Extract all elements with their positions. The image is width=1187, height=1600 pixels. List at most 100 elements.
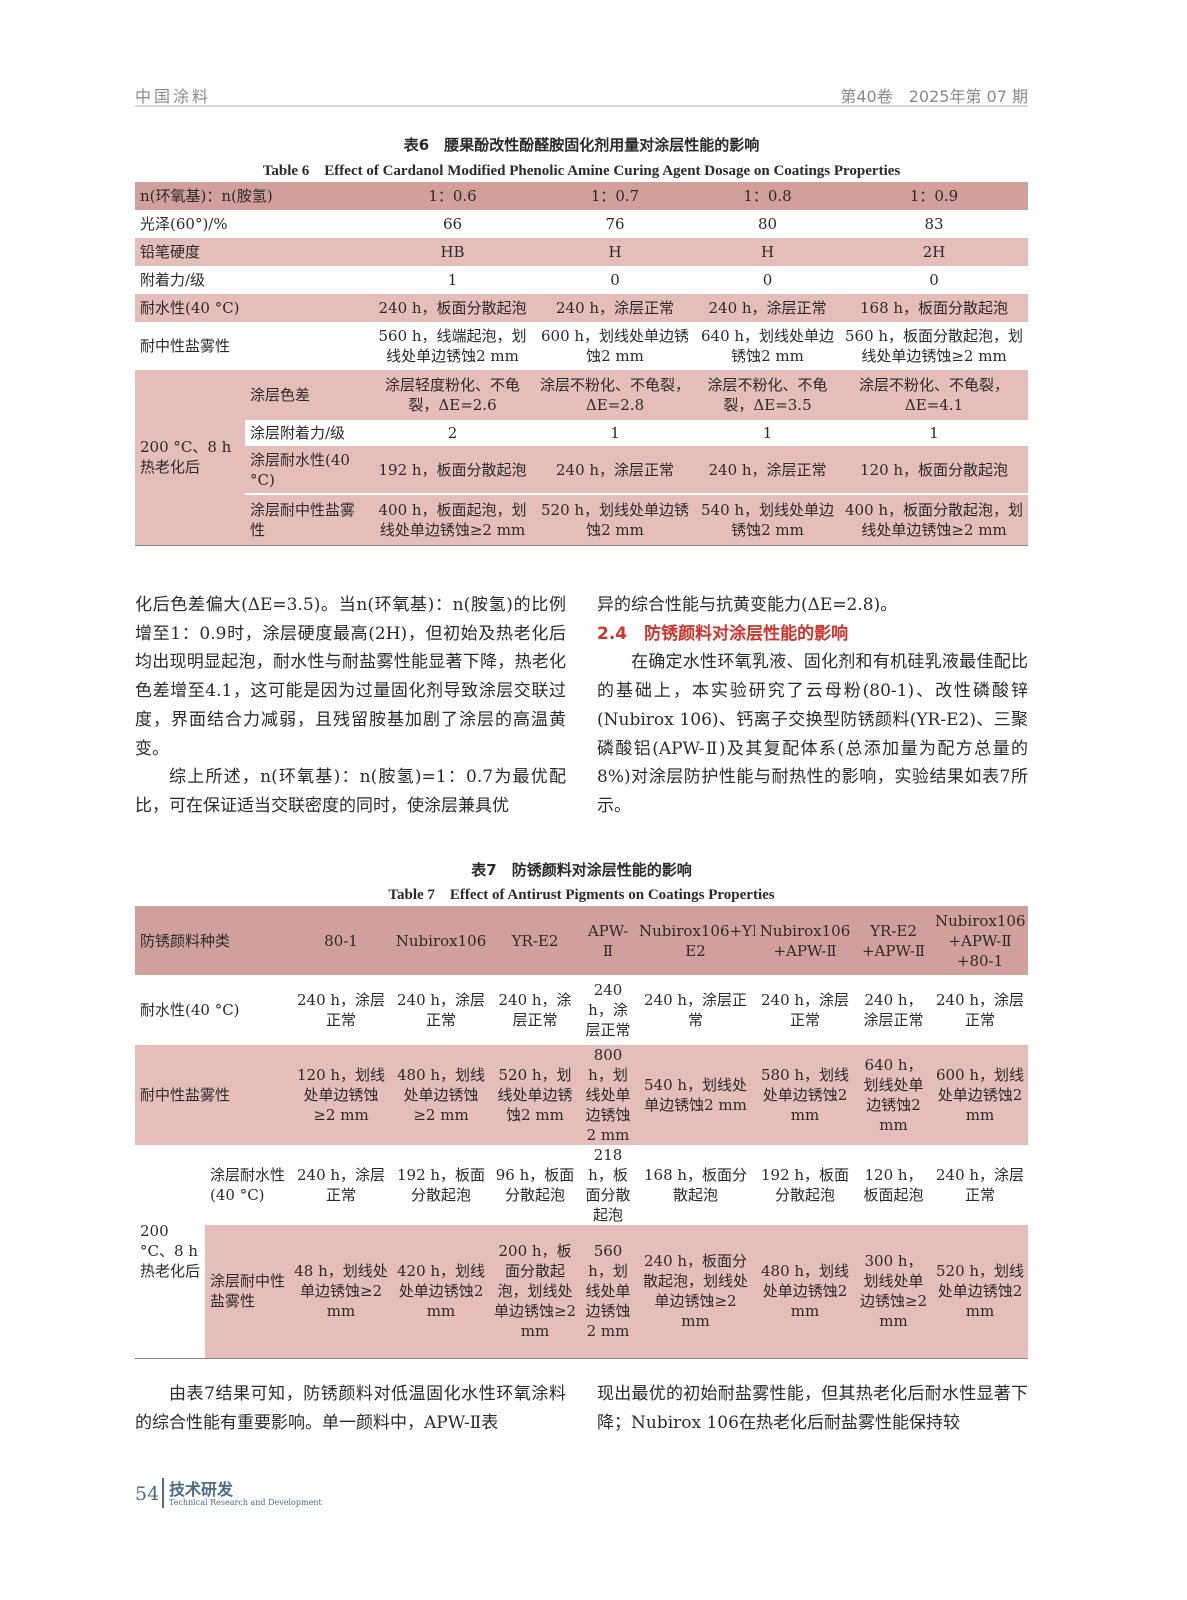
- header-cell: 1：0.7: [535, 182, 696, 210]
- table-row: 涂层耐中性盐雾性 400 h，板面起泡，划线处单边锈蚀≥2 mm 520 h，划线处…: [135, 493, 1029, 545]
- table-cell: 2H: [840, 238, 1029, 266]
- row-label-cell: 200 °C、8 h热老化后: [135, 1145, 205, 1358]
- row-label-cell: 耐中性盐雾性: [135, 1045, 291, 1145]
- table-row: 附着力/级 1 0 0 0: [135, 266, 1029, 294]
- table-row: 涂层耐中性盐雾性 48 h，划线处单边锈蚀≥2 mm 420 h，划线处单边锈蚀2 …: [135, 1225, 1029, 1358]
- table-cell: 240 h，涂层正常: [535, 446, 696, 494]
- table-cell: 240 h，板面分散起泡，划线处单边锈蚀≥2 mm: [636, 1225, 756, 1358]
- header-divider: [135, 105, 1028, 107]
- paragraph: 在确定水性环氧乳液、固化剂和有机硅乳液最佳配比的基础上，本实验研究了云母粉(80…: [597, 652, 1028, 816]
- row-label-cell: 耐水性(40 °C): [135, 975, 291, 1045]
- header-cell: YR-E2 +APW-Ⅱ: [855, 906, 933, 975]
- header-cell: YR-E2: [490, 906, 581, 975]
- table-row: 耐水性(40 °C) 240 h，涂层正常 240 h，涂层正常 240 h，涂层正常…: [135, 975, 1029, 1045]
- paragraph: 异的综合性能与抗黄变能力(ΔE=2.8)。: [597, 595, 898, 615]
- row-label-cell: 耐水性(40 °C): [135, 294, 371, 322]
- table-cell: 192 h，板面分散起泡: [392, 1145, 491, 1225]
- table-cell: 192 h，板面分散起泡: [755, 1145, 856, 1225]
- table-cell: 涂层不粉化、不龟裂，ΔE=2.8: [535, 370, 696, 420]
- table-cell: 240 h，涂层正常: [636, 975, 756, 1045]
- paragraph: 化后色差偏大(ΔE=3.5)。当n(环氧基)：n(胺氢)的比例增至1：0.9时，…: [135, 595, 566, 759]
- table-cell: 300 h，划线处单边锈蚀≥2 mm: [855, 1225, 933, 1358]
- table-cell: 800 h，划线处单边锈蚀2 mm: [580, 1045, 637, 1145]
- table-cell: 76: [535, 210, 696, 238]
- table-cell: 83: [840, 210, 1029, 238]
- table-header-row: n(环氧基)：n(胺氢) 1：0.6 1：0.7 1：0.8 1：0.9: [135, 182, 1029, 210]
- table-cell: 520 h，划线处单边锈蚀2 mm: [535, 493, 696, 545]
- row-label-cell: 涂层耐水性(40 °C): [245, 446, 371, 494]
- left-column-1: 化后色差偏大(ΔE=3.5)。当n(环氧基)：n(胺氢)的比例增至1：0.9时，…: [135, 591, 566, 821]
- journal-name: 中国涂料: [135, 87, 212, 106]
- table-cell: 1: [840, 420, 1029, 446]
- table-cell: 120 h，划线处单边锈蚀≥2 mm: [290, 1045, 393, 1145]
- table-cell: 240 h，涂层正常: [932, 1145, 1029, 1225]
- header-cell: n(环氧基)：n(胺氢): [135, 182, 371, 210]
- table7-caption-en: Table 7 Effect of Antirust Pigments on C…: [388, 887, 775, 903]
- table-cell: 1: [370, 266, 536, 294]
- paragraph: 综上所述，n(环氧基)：n(胺氢)=1：0.7为最优配比，可在保证适当交联密度的…: [135, 767, 566, 816]
- table-cell: 240 h，涂层正常: [490, 975, 581, 1045]
- table-cell: 66: [370, 210, 536, 238]
- footer-section-en: Technical Research and Development: [169, 1498, 322, 1507]
- section-heading: 2.4 防锈颜料对涂层性能的影响: [597, 623, 849, 644]
- header-cell: 防锈颜料种类: [135, 906, 291, 975]
- table-cell: 540 h，划线处单边锈蚀2 mm: [695, 493, 841, 545]
- table-cell: 580 h，划线处单边锈蚀2 mm: [755, 1045, 856, 1145]
- table-cell: 640 h，划线处单边锈蚀2 mm: [695, 322, 841, 370]
- row-label-cell: 耐中性盐雾性: [135, 322, 371, 370]
- table-cell: 80: [695, 210, 841, 238]
- right-column-1: 异的综合性能与抗黄变能力(ΔE=2.8)。 2.4 防锈颜料对涂层性能的影响 在…: [597, 591, 1028, 821]
- table-cell: 560 h，线端起泡，划线处单边锈蚀2 mm: [370, 322, 536, 370]
- table-cell: 240 h，涂层正常: [695, 294, 841, 322]
- table-cell: 1: [695, 420, 841, 446]
- footer-section-zh: 技术研发: [169, 1480, 234, 1499]
- table-cell: 218 h，板面分散起泡: [580, 1145, 637, 1225]
- right-column-2: 现出最优的初始耐盐雾性能，但其热老化后耐水性显著下降；Nubirox 106在热…: [597, 1380, 1028, 1437]
- table-cell: 520 h，划线处单边锈蚀2 mm: [932, 1225, 1029, 1358]
- table-cell: 400 h，板面分散起泡，划线处单边锈蚀≥2 mm: [840, 493, 1029, 545]
- table-row: 耐中性盐雾性 120 h，划线处单边锈蚀≥2 mm 480 h，划线处单边锈蚀≥2 …: [135, 1045, 1029, 1145]
- header-cell: 1：0.9: [840, 182, 1029, 210]
- table-cell: 240 h，涂层正常: [755, 975, 856, 1045]
- table-cell: 48 h，划线处单边锈蚀≥2 mm: [290, 1225, 393, 1358]
- table-cell: 600 h，划线处单边锈蚀2 mm: [932, 1045, 1029, 1145]
- table-cell: 600 h，划线处单边锈蚀2 mm: [535, 322, 696, 370]
- table7-caption-zh: 表7 防锈颜料对涂层性能的影响: [471, 861, 692, 879]
- paragraph: 现出最优的初始耐盐雾性能，但其热老化后耐水性显著下降；Nubirox 106在热…: [597, 1384, 1028, 1433]
- table-cell: 168 h，板面分散起泡: [840, 294, 1029, 322]
- header-cell: Nubirox106 +APW-Ⅱ: [755, 906, 856, 975]
- header-cell: Nubirox106: [392, 906, 491, 975]
- table-cell: 1: [535, 420, 696, 446]
- table-cell: 480 h，划线处单边锈蚀≥2 mm: [392, 1045, 491, 1145]
- table-cell: 120 h，板面起泡: [855, 1145, 933, 1225]
- table6-caption-zh: 表6 腰果酚改性酚醛胺固化剂用量对涂层性能的影响: [403, 136, 760, 154]
- table6-caption-en: Table 6 Effect of Cardanol Modified Phen…: [262, 163, 901, 179]
- table-cell: 240 h，涂层正常: [290, 975, 393, 1045]
- table-row: 200 °C、8 h热老化后 涂层耐水性(40 °C) 240 h，涂层正常 192 …: [135, 1145, 1029, 1358]
- row-label-cell: 附着力/级: [135, 266, 371, 294]
- table-cell: 520 h，划线处单边锈蚀2 mm: [490, 1045, 581, 1145]
- table-cell: HB: [370, 238, 536, 266]
- table-cell: 240 h，板面分散起泡: [370, 294, 536, 322]
- table-cell: 240 h，涂层正常: [580, 975, 637, 1045]
- table-cell: 240 h，涂层正常: [695, 446, 841, 494]
- row-label-cell: 铅笔硬度: [135, 238, 371, 266]
- row-label-cell: 200 °C、8 h 热老化后: [135, 370, 245, 545]
- paragraph: 由表7结果可知，防锈颜料对低温固化水性环氧涂料的综合性能有重要影响。单一颜料中，…: [135, 1384, 566, 1433]
- table-cell: 420 h，划线处单边锈蚀2 mm: [392, 1225, 491, 1358]
- table-cell: 涂层不粉化、不龟裂，ΔE=4.1: [840, 370, 1029, 420]
- header-cell: 1：0.8: [695, 182, 841, 210]
- table-cell: 240 h，涂层正常: [932, 975, 1029, 1045]
- table-cell: 400 h，板面起泡，划线处单边锈蚀≥2 mm: [370, 493, 536, 545]
- footer-divider: [162, 1478, 164, 1508]
- row-label-cell: 涂层耐中性盐雾性: [245, 493, 371, 545]
- table-row: 光泽(60°)/% 66 76 80 83: [135, 210, 1029, 238]
- row-label-cell: 涂层耐水性(40 °C): [205, 1145, 291, 1225]
- table-cell: 涂层不粉化、不龟裂，ΔE=3.5: [695, 370, 841, 420]
- table-row: 耐中性盐雾性 560 h，线端起泡，划线处单边锈蚀2 mm 600 h，划线处单边锈…: [135, 322, 1029, 370]
- table7: 防锈颜料种类 80-1 Nubirox106 YR-E2 APW-Ⅱ Nubirox106…: [135, 906, 1029, 1359]
- table-cell: 0: [535, 266, 696, 294]
- issue-info: 第40卷 2025年第 07 期: [840, 87, 1028, 106]
- table-cell: 200 h，板面分散起泡，划线处单边锈蚀≥2 mm: [490, 1225, 581, 1358]
- header-cell: APW-Ⅱ: [580, 906, 637, 975]
